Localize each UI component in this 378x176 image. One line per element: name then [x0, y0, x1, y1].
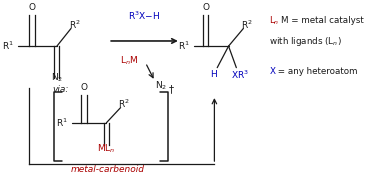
Text: N$_2$: N$_2$	[155, 80, 167, 92]
Text: R$^1$: R$^1$	[3, 40, 14, 52]
Text: O: O	[29, 3, 36, 12]
Text: R$^2$: R$^2$	[69, 18, 81, 31]
Text: N$_2$: N$_2$	[51, 72, 63, 84]
Text: †: †	[169, 84, 174, 95]
Text: R$^2$: R$^2$	[241, 18, 253, 31]
Text: R$^1$: R$^1$	[56, 117, 68, 129]
Text: L$_n$: L$_n$	[269, 14, 280, 27]
Text: H: H	[210, 70, 217, 79]
Text: R$^1$: R$^1$	[178, 40, 190, 52]
Text: = any heteroatom: = any heteroatom	[275, 67, 358, 76]
Text: L$_n$M: L$_n$M	[119, 55, 138, 67]
Text: ML$_n$: ML$_n$	[97, 142, 116, 155]
Text: O: O	[202, 3, 209, 12]
Text: R$^3$X−H: R$^3$X−H	[127, 10, 160, 22]
Text: O: O	[81, 83, 88, 92]
Text: M = metal catalyst: M = metal catalyst	[281, 16, 364, 25]
Text: XR$^3$: XR$^3$	[231, 68, 249, 81]
Text: with ligands (L$_n$): with ligands (L$_n$)	[269, 35, 342, 48]
Text: X: X	[269, 67, 275, 76]
Text: metal-carbenoid: metal-carbenoid	[71, 165, 144, 174]
Text: R$^2$: R$^2$	[118, 98, 130, 110]
Text: via:: via:	[52, 85, 69, 94]
